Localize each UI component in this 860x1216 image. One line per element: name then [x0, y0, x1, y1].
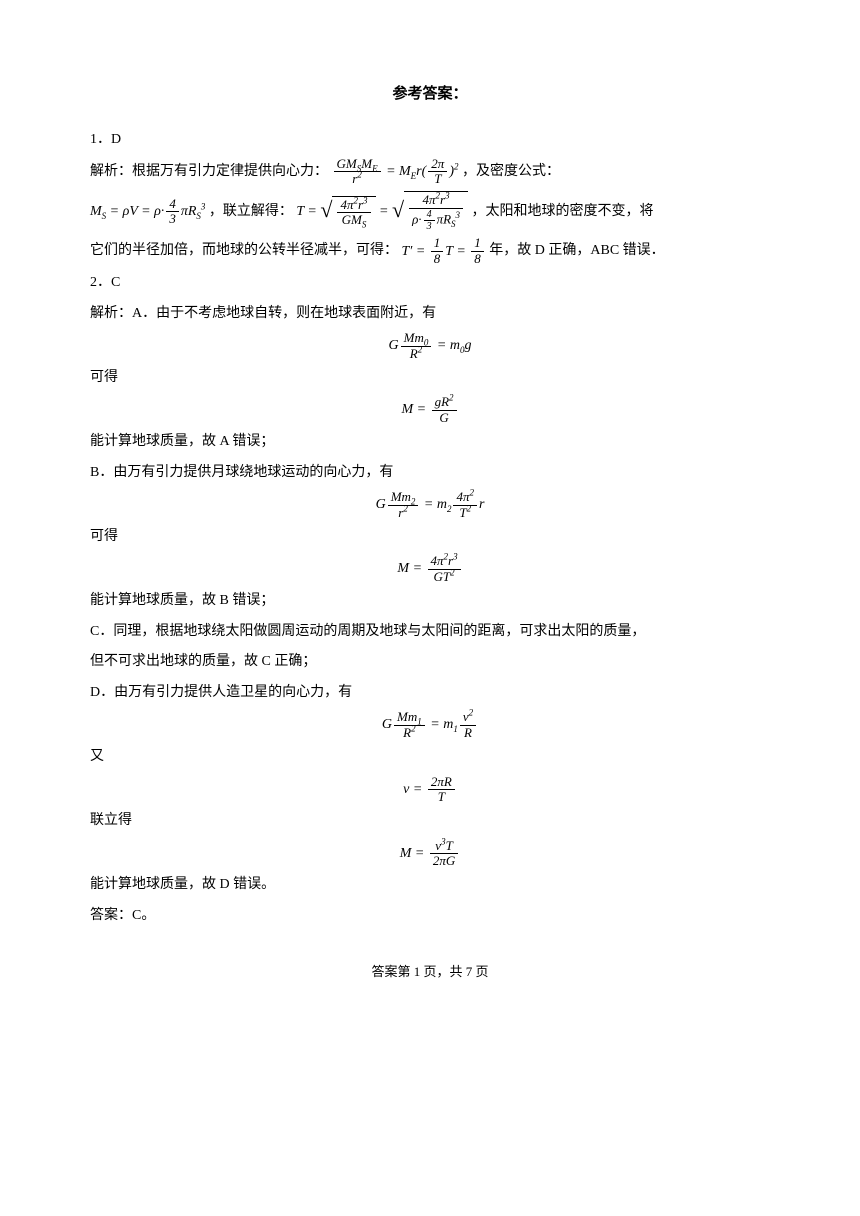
q1-eq3: T = √4π2r3GMS = √4π2r3ρ·43πRS3 [296, 204, 471, 219]
q2-b-text: B．由万有引力提供月球绕地球运动的向心力，有 [90, 460, 770, 487]
q2-a-text: 解析：A．由于不考虑地球自转，则在地球表面附近，有 [90, 301, 770, 328]
q1-line3: 它们的半径加倍，而地球的公转半径减半，可得： T′ = 18T = 18 年，故… [90, 236, 770, 266]
q1-line2: MS = ρV = ρ·43πRS3 ，联立解得： T = √4π2r3GMS … [90, 191, 770, 233]
q2-formula-2: M = gR2G [90, 395, 770, 425]
q1-eq1: GMSMEr2 = MEr(2πT)2 [332, 164, 462, 179]
page-title: 参考答案： [90, 80, 770, 109]
q1-eq4: T′ = 18T = 18 [402, 244, 490, 259]
q2-formula-6: v = 2πRT [90, 775, 770, 805]
q2-a-conclusion: 能计算地球质量，故 A 错误； [90, 429, 770, 456]
q1-line1-text-a: 解析：根据万有引力定律提供向心力： [90, 164, 328, 179]
q2-b-conclusion: 能计算地球质量，故 B 错误； [90, 588, 770, 615]
q1-line3-text-a: 它们的半径加倍，而地球的公转半径减半，可得： [90, 244, 398, 259]
q2-formula-4: M = 4π2r3GT2 [90, 554, 770, 584]
q1-line2-text-b: ，太阳和地球的密度不变，将 [472, 204, 654, 219]
q2-kede-2: 可得 [90, 524, 770, 551]
q1-line3-text-b: 年，故 D 正确，ABC 错误． [489, 244, 664, 259]
page-footer: 答案第 1 页，共 7 页 [90, 960, 770, 985]
q2-lianli: 联立得 [90, 808, 770, 835]
q2-c-text-1: C．同理，根据地球绕太阳做圆周运动的周期及地球与太阳间的距离，可求出太阳的质量， [90, 619, 770, 646]
q2-d-text: D．由万有引力提供人造卫星的向心力，有 [90, 680, 770, 707]
q2-you: 又 [90, 744, 770, 771]
q1-line2-text-a: ，联立解得： [209, 204, 293, 219]
q2-formula-7: M = v3T2πG [90, 839, 770, 869]
q1-line1-text-b: ，及密度公式： [462, 164, 560, 179]
q2-answer: 答案：C。 [90, 903, 770, 930]
q2-formula-5: GMm1R2 = m1v2R [90, 710, 770, 740]
q2-d-conclusion: 能计算地球质量，故 D 错误。 [90, 872, 770, 899]
q2-formula-3: GMm2r2 = m24π2T2r [90, 490, 770, 520]
q1-line1: 解析：根据万有引力定律提供向心力： GMSMEr2 = MEr(2πT)2 ，及… [90, 157, 770, 187]
q1-eq2: MS = ρV = ρ·43πRS3 [90, 204, 209, 219]
q2-c-text-2: 但不可求出地球的质量，故 C 正确； [90, 649, 770, 676]
q2-formula-1: GMm0R2 = m0g [90, 331, 770, 361]
q2-kede-1: 可得 [90, 365, 770, 392]
q2-number: 2．C [90, 270, 770, 297]
q1-number: 1．D [90, 127, 770, 154]
